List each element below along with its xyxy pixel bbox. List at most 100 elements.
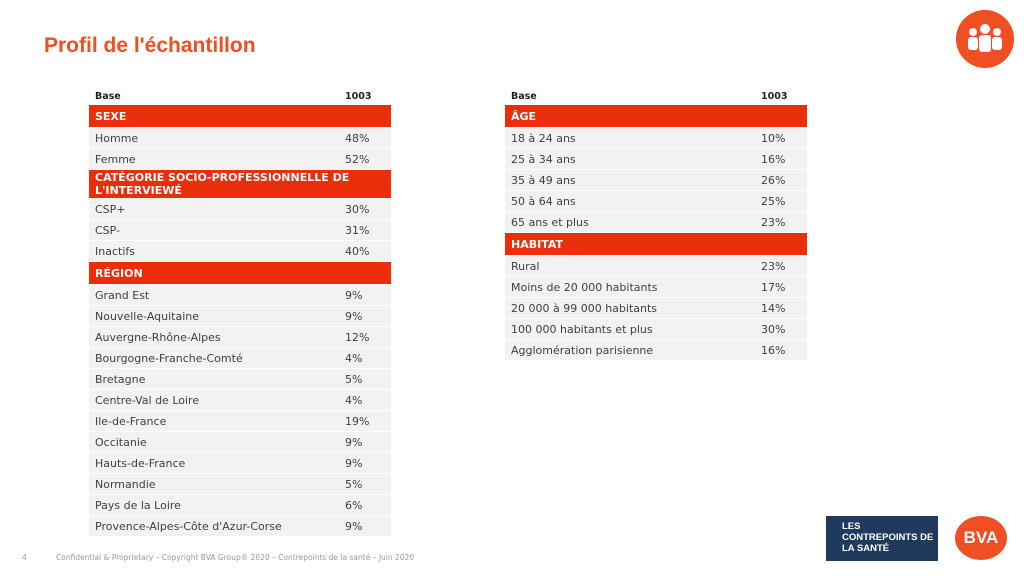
partner-logo: LES CONTREPOINTS DE LA SANTÉ — [826, 516, 938, 561]
row-label: 50 à 64 ans — [511, 194, 576, 208]
section-header: ÂGE — [505, 105, 807, 128]
row-label: Ile-de-France — [95, 414, 167, 428]
row-label: 35 à 49 ans — [511, 173, 576, 187]
row-value: 14% — [761, 301, 786, 315]
table-row: 50 à 64 ans 25% — [505, 191, 807, 212]
base-label: Base — [511, 91, 537, 102]
table-row: Hauts-de-France 9% — [89, 453, 391, 474]
row-value: 26% — [761, 173, 786, 187]
section-title: ÂGE — [511, 109, 537, 123]
row-label: Pays de la Loire — [95, 498, 181, 512]
table-row: 35 à 49 ans 26% — [505, 170, 807, 191]
base-label: Base — [95, 91, 121, 102]
row-value: 48% — [345, 131, 370, 145]
table-row: Nouvelle-Aquitaine 9% — [89, 306, 391, 327]
row-value: 17% — [761, 280, 786, 294]
row-label: Centre-Val de Loire — [95, 393, 200, 407]
table-row: Agglomération parisienne 16% — [505, 340, 807, 361]
table-row: CSP+ 30% — [89, 199, 391, 220]
row-value: 23% — [761, 215, 786, 229]
section-title: RÉGION — [95, 266, 143, 280]
row-label: Bourgogne-Franche-Comté — [95, 351, 243, 365]
row-value: 52% — [345, 152, 370, 166]
table-row: Ile-de-France 19% — [89, 411, 391, 432]
table-row: Bourgogne-Franche-Comté 4% — [89, 348, 391, 369]
section-title: CATÉGORIE SOCIO-PROFESSIONNELLE DE L'INT… — [95, 171, 350, 197]
row-label: Grand Est — [95, 288, 150, 302]
table-row: Centre-Val de Loire 4% — [89, 390, 391, 411]
row-value: 31% — [345, 223, 370, 237]
slide-title: Profil de l'échantillon — [44, 34, 256, 57]
table-row: 65 ans et plus 23% — [505, 212, 807, 233]
row-label: Bretagne — [95, 372, 146, 386]
footer-text: Confidential & Proprietary – Copyright B… — [56, 553, 415, 562]
table-row: Pays de la Loire 6% — [89, 495, 391, 516]
row-label: Homme — [95, 131, 139, 145]
row-value: 9% — [345, 288, 363, 302]
table-row: Grand Est 9% — [89, 285, 391, 306]
row-value: 30% — [761, 322, 786, 336]
table-row: Auvergne-Rhône-Alpes 12% — [89, 327, 391, 348]
section-header: SEXE — [89, 105, 391, 128]
row-label: 25 à 34 ans — [511, 152, 576, 166]
base-row: Base 1003 — [89, 88, 391, 105]
row-value: 23% — [761, 259, 786, 273]
section-header: CATÉGORIE SOCIO-PROFESSIONNELLE DE L'INT… — [89, 170, 391, 199]
table-row: Inactifs 40% — [89, 241, 391, 262]
base-value: 1003 — [345, 91, 372, 102]
row-label: 65 ans et plus — [511, 215, 589, 229]
row-value: 25% — [761, 194, 786, 208]
people-icon — [956, 10, 1014, 68]
section-title: SEXE — [95, 109, 127, 123]
row-value: 6% — [345, 498, 363, 512]
row-value: 9% — [345, 309, 363, 323]
row-label: 20 000 à 99 000 habitants — [511, 301, 658, 315]
row-value: 5% — [345, 477, 363, 491]
row-value: 12% — [345, 330, 370, 344]
row-label: CSP+ — [95, 202, 126, 216]
table-row: 100 000 habitants et plus 30% — [505, 319, 807, 340]
table-row: Homme 48% — [89, 128, 391, 149]
row-value: 30% — [345, 202, 370, 216]
table-row: Moins de 20 000 habitants 17% — [505, 277, 807, 298]
row-label: Hauts-de-France — [95, 456, 186, 470]
row-value: 40% — [345, 244, 370, 258]
row-label: Auvergne-Rhône-Alpes — [95, 330, 221, 344]
row-label: Occitanie — [95, 435, 147, 449]
base-row: Base 1003 — [505, 88, 807, 105]
table-row: Bretagne 5% — [89, 369, 391, 390]
table-row: Rural 23% — [505, 256, 807, 277]
row-value: 4% — [345, 351, 363, 365]
row-label: Agglomération parisienne — [511, 343, 654, 357]
row-value: 9% — [345, 435, 363, 449]
row-value: 9% — [345, 456, 363, 470]
row-label: Provence-Alpes-Côte d'Azur-Corse — [95, 519, 282, 533]
row-value: 10% — [761, 131, 786, 145]
row-value: 9% — [345, 519, 363, 533]
table-row: 20 000 à 99 000 habitants 14% — [505, 298, 807, 319]
row-value: 4% — [345, 393, 363, 407]
table-row: CSP- 31% — [89, 220, 391, 241]
table-row: 25 à 34 ans 16% — [505, 149, 807, 170]
table-row: Occitanie 9% — [89, 432, 391, 453]
row-value: 16% — [761, 152, 786, 166]
brand-logo: BVA — [955, 516, 1007, 560]
row-label: Normandie — [95, 477, 156, 491]
table-row: Provence-Alpes-Côte d'Azur-Corse 9% — [89, 516, 391, 537]
table-row: 18 à 24 ans 10% — [505, 128, 807, 149]
row-label: Inactifs — [95, 244, 135, 258]
page-number: 4 — [22, 553, 27, 562]
table-row: Femme 52% — [89, 149, 391, 170]
section-header: RÉGION — [89, 262, 391, 285]
section-header: HABITAT — [505, 233, 807, 256]
row-label: 100 000 habitants et plus — [511, 322, 653, 336]
base-value: 1003 — [761, 91, 788, 102]
section-title: HABITAT — [511, 237, 564, 251]
row-value: 19% — [345, 414, 370, 428]
table-row: Normandie 5% — [89, 474, 391, 495]
row-label: Moins de 20 000 habitants — [511, 280, 658, 294]
row-label: CSP- — [95, 223, 121, 237]
row-value: 16% — [761, 343, 786, 357]
row-label: Nouvelle-Aquitaine — [95, 309, 200, 323]
